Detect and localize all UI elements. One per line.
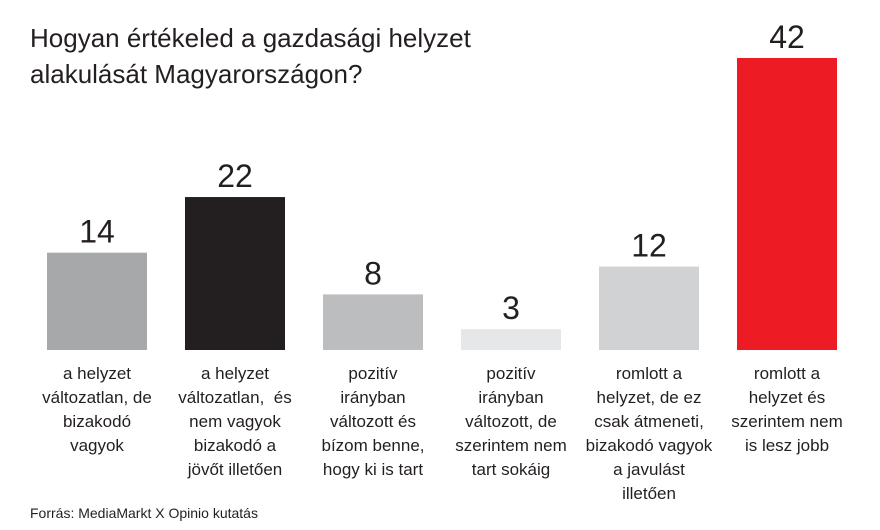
category-label-line: bizakodó bbox=[62, 412, 132, 431]
category-label-line: nem vagyok bbox=[189, 412, 281, 431]
category-label-line: pozitív bbox=[486, 364, 536, 383]
category-label-line: csak átmeneti, bbox=[594, 412, 704, 431]
category-label-line: bízom benne, bbox=[321, 436, 425, 455]
value-label-4: 3 bbox=[502, 290, 520, 326]
value-label-2: 22 bbox=[217, 158, 253, 194]
category-label-line: helyzet és bbox=[748, 388, 826, 407]
category-label-line: a javulást bbox=[613, 460, 685, 479]
source-note: Forrás: MediaMarkt X Opinio kutatás bbox=[30, 505, 258, 521]
category-label-line: illetően bbox=[622, 484, 676, 503]
category-label-line: a helyzet bbox=[62, 364, 132, 383]
category-label-line: irányban bbox=[478, 388, 544, 407]
category-label-line: a helyzet bbox=[200, 364, 270, 383]
category-label-1: a helyzet változatlan, de bizakodó vagyok bbox=[22, 362, 172, 458]
value-label-1: 14 bbox=[79, 214, 115, 250]
category-label-line: bizakodó vagyok bbox=[585, 436, 713, 455]
category-label-line: változatlan, és bbox=[178, 388, 292, 407]
category-label-line: jövőt illetően bbox=[187, 460, 283, 479]
category-label-line: hogy ki is tart bbox=[322, 460, 424, 479]
bar-2 bbox=[185, 197, 285, 350]
category-label-line: romlott a bbox=[753, 364, 821, 383]
category-label-line: is lesz jobb bbox=[744, 436, 830, 455]
category-label-2: a helyzet változatlan, és nem vagyok bizako… bbox=[160, 362, 310, 482]
category-label-line: romlott a bbox=[615, 364, 683, 383]
category-label-line: változatlan, de bbox=[42, 388, 152, 407]
bar-6 bbox=[737, 58, 837, 350]
category-label-line: szerintem nem bbox=[455, 436, 567, 455]
bar-4 bbox=[461, 329, 561, 350]
category-label-6: romlott a helyzet és szerintem nem is lesz … bbox=[712, 362, 862, 458]
category-label-4: pozitív irányban változott, de szerintem ne… bbox=[436, 362, 586, 482]
bar-1 bbox=[47, 252, 147, 350]
category-label-line: bizakodó a bbox=[193, 436, 277, 455]
category-label-line: változott, de bbox=[465, 412, 557, 431]
category-label-3: pozitív irányban változott és bízom benne, h… bbox=[298, 362, 448, 482]
value-label-3: 8 bbox=[364, 255, 382, 291]
category-label-line: vagyok bbox=[70, 436, 124, 455]
chart-title: Hogyan értékeled a gazdasági helyzet ala… bbox=[30, 23, 471, 89]
category-label-line: szerintem nem bbox=[731, 412, 843, 431]
bar-3 bbox=[323, 294, 423, 350]
value-label-5: 12 bbox=[631, 228, 667, 264]
category-label-line: tart sokáig bbox=[471, 460, 551, 479]
category-label-line: változott és bbox=[330, 412, 416, 431]
category-label-line: irányban bbox=[340, 388, 406, 407]
category-label-line: pozitív bbox=[348, 364, 398, 383]
category-label-line: helyzet, de ez bbox=[596, 388, 702, 407]
bar-5 bbox=[599, 266, 699, 350]
value-label-6: 42 bbox=[769, 19, 805, 55]
category-label-5: romlott a helyzet, de ez csak átmeneti, biz… bbox=[574, 362, 724, 506]
